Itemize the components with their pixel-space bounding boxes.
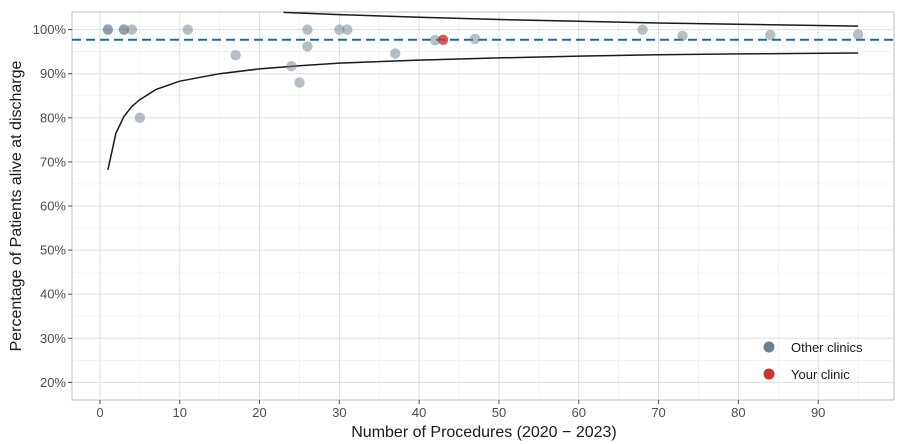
funnel-limits-layer <box>107 11 859 170</box>
y-axis-title: Percentage of Patients alive at discharg… <box>8 60 25 351</box>
other-clinic-point <box>677 30 688 42</box>
other-clinic-point <box>118 24 130 35</box>
other-clinic-point <box>765 29 776 41</box>
y-tick-label: 60% <box>40 199 66 214</box>
y-tick-label: 100% <box>33 22 67 37</box>
x-tick-label: 50 <box>492 405 506 420</box>
other-clinic-point <box>469 33 481 45</box>
other-clinic-point <box>637 24 648 35</box>
x-tick-label: 80 <box>731 405 745 420</box>
legend-marker-other-clinics <box>763 341 775 353</box>
y-tick-label: 30% <box>40 331 66 346</box>
x-tick-label: 70 <box>651 405 665 420</box>
x-tick-label: 30 <box>332 405 346 420</box>
y-tick-label: 90% <box>40 66 66 81</box>
other-clinic-point <box>286 61 297 72</box>
other-clinic-point <box>342 24 353 35</box>
other-clinic-point <box>302 24 313 35</box>
lower-control-limit <box>107 52 859 170</box>
other-clinic-point <box>134 112 146 124</box>
upper-control-limit <box>283 11 859 27</box>
x-tick-label: 20 <box>252 405 266 420</box>
legend-label-other-clinics: Other clinics <box>791 340 863 355</box>
y-axis-ticks: 20% 30% 40% 50% 60% 70% 80% 90% 100% <box>33 22 72 390</box>
y-tick-label: 40% <box>40 287 66 302</box>
other-clinic-point <box>852 29 864 40</box>
x-tick-label: 90 <box>811 405 825 420</box>
y-tick-label: 80% <box>40 110 66 125</box>
legend-marker-your-clinic <box>763 368 775 380</box>
other-clinic-point <box>390 48 401 59</box>
x-tick-label: 0 <box>96 405 103 420</box>
x-tick-label: 40 <box>412 405 426 420</box>
other-clinic-point <box>102 24 114 35</box>
y-tick-label: 20% <box>40 375 66 390</box>
y-tick-label: 70% <box>40 154 66 169</box>
your-clinic-point <box>437 34 449 45</box>
other-clinic-point <box>429 35 441 46</box>
other-clinic-point <box>302 41 313 52</box>
other-clinic-point <box>126 24 138 35</box>
legend: Other clinics Your clinic <box>763 340 863 382</box>
other-clinic-point <box>294 77 305 88</box>
legend-label-your-clinic: Your clinic <box>791 367 850 382</box>
data-points-layer <box>102 24 864 124</box>
x-axis-ticks: 0 10 20 30 40 50 60 70 80 90 <box>96 400 825 420</box>
other-clinic-point <box>182 24 193 35</box>
grid-lines <box>72 12 894 400</box>
other-clinic-point <box>334 24 345 35</box>
other-clinic-point <box>230 50 241 61</box>
x-tick-label: 10 <box>173 405 187 420</box>
x-axis-title: Number of Procedures (2020 − 2023) <box>351 424 616 441</box>
y-tick-label: 50% <box>40 243 66 258</box>
x-tick-label: 60 <box>572 405 586 420</box>
